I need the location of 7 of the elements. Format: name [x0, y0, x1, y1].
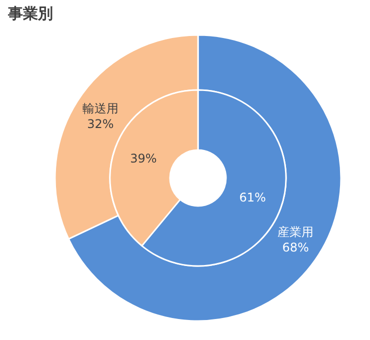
data-label: 32%	[87, 116, 114, 131]
slice-label: 輸送用	[82, 101, 118, 116]
data-label: 68%	[282, 240, 309, 255]
data-label: 61%	[239, 190, 266, 205]
slice-label: 産業用	[278, 225, 314, 240]
data-label: 39%	[130, 151, 157, 166]
chart-title: 事業別	[7, 4, 53, 22]
